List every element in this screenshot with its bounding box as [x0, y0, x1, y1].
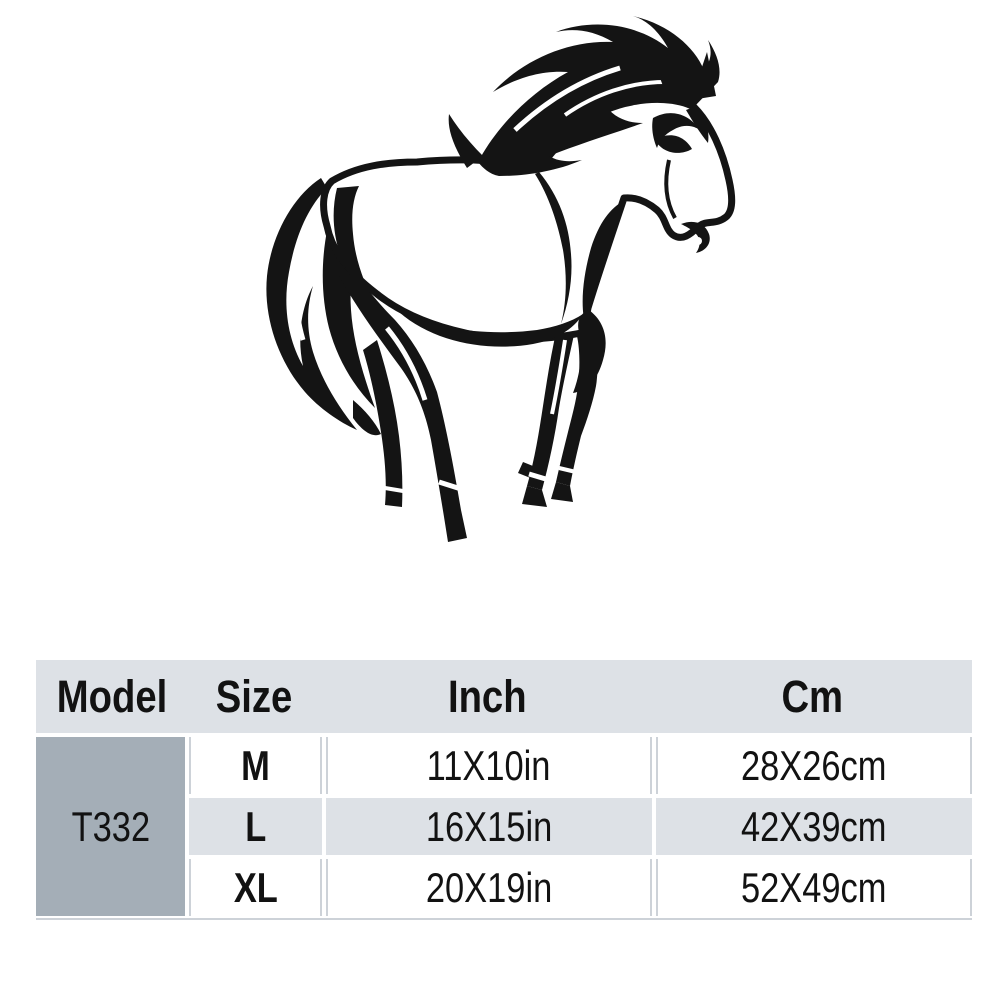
horse-face-details — [652, 113, 710, 253]
row-xl-cm-cell: 52X49cm — [656, 859, 972, 916]
column-header-cm: Cm — [652, 660, 972, 733]
row-l-inch-cell: 16X15in — [326, 798, 652, 855]
model-cell: T332 — [36, 737, 185, 916]
row-xl-size-cell: XL — [189, 859, 322, 916]
size-chart-header-row: Model Size Inch Cm — [36, 660, 972, 733]
row-l-cm-cell: 42X39cm — [656, 798, 972, 855]
row-m-inch-cell: 11X10in — [326, 737, 652, 794]
column-header-cm-label: Cm — [781, 670, 843, 722]
row-xl-inch: 20X19in — [425, 863, 553, 911]
horse-brow — [652, 113, 700, 148]
size-chart: Model Size Inch Cm T332 M 11X10in — [36, 660, 972, 920]
horse-mane — [448, 16, 720, 176]
row-xl-size: XL — [233, 863, 278, 911]
row-m-size-cell: M — [189, 737, 322, 794]
row-m-size: M — [241, 741, 270, 789]
row-m-cm: 28X26cm — [741, 741, 887, 789]
row-l-size: L — [244, 802, 267, 850]
size-chart-body: T332 M 11X10in 28X26cm L 16X15in 42X39cm… — [36, 737, 972, 920]
horse-shading — [333, 172, 625, 393]
column-header-inch-label: Inch — [447, 670, 527, 722]
row-l-cm: 42X39cm — [741, 802, 887, 850]
row-l-size-cell: L — [189, 798, 322, 855]
column-header-size: Size — [187, 660, 322, 733]
horse-hind-legs — [335, 238, 467, 542]
column-header-model: Model — [36, 660, 187, 733]
row-xl-cm: 52X49cm — [741, 863, 887, 911]
column-header-size-label: Size — [216, 670, 293, 722]
horse-eye — [655, 135, 692, 153]
model-value: T332 — [71, 802, 150, 850]
row-l-inch: 16X15in — [425, 802, 553, 850]
column-header-model-label: Model — [56, 670, 167, 722]
horse-cheek-line — [664, 159, 677, 219]
horse-illustration — [266, 16, 736, 542]
column-header-inch: Inch — [322, 660, 652, 733]
horse-nostril-ring — [694, 237, 702, 245]
row-m-cm-cell: 28X26cm — [656, 737, 972, 794]
horse-nostril — [681, 221, 710, 253]
row-m-inch: 11X10in — [427, 741, 551, 789]
horse-ears — [654, 52, 716, 102]
row-xl-inch-cell: 20X19in — [326, 859, 652, 916]
